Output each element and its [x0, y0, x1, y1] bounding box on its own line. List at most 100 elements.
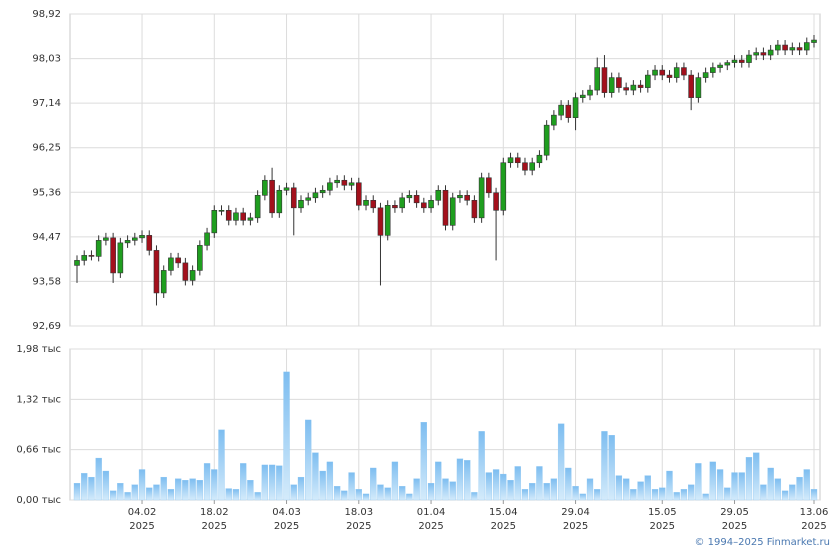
- candle-body: [717, 64, 723, 68]
- candle-body: [645, 74, 651, 88]
- volume-bar: [305, 419, 312, 501]
- candle-body: [500, 162, 507, 211]
- candle-body: [363, 199, 369, 206]
- candle-body: [312, 192, 319, 199]
- candle-body: [760, 52, 767, 56]
- candle-body: [341, 179, 348, 186]
- volume-bar: [283, 371, 290, 501]
- x-tick-label: 2025: [491, 521, 516, 532]
- volume-bar: [796, 476, 803, 501]
- volume-bar: [297, 476, 305, 501]
- volume-bar: [781, 490, 789, 501]
- volume-bar: [651, 489, 659, 501]
- volume-bar: [543, 483, 550, 501]
- y-tick-label: 95,36: [32, 187, 61, 198]
- x-tick-label: 2025: [346, 521, 371, 532]
- candle-body: [775, 44, 781, 51]
- candle-body: [449, 197, 456, 226]
- volume-bar: [550, 478, 558, 501]
- volume-bar: [312, 452, 319, 501]
- x-tick-label: 18.02: [200, 507, 229, 518]
- candle-body: [630, 84, 637, 91]
- candle-body: [507, 157, 514, 164]
- candle-body: [204, 232, 210, 246]
- candle-body: [355, 182, 362, 206]
- candle-body: [276, 189, 283, 214]
- candle-body: [587, 89, 593, 96]
- volume-bar: [565, 467, 572, 501]
- candle-body: [139, 235, 145, 239]
- volume-bar: [420, 422, 427, 501]
- volume-bar: [464, 460, 471, 501]
- candle-body: [572, 97, 579, 118]
- x-tick-label: 2025: [722, 521, 747, 532]
- candle-body: [74, 260, 80, 266]
- volume-bar: [167, 489, 175, 501]
- volume-bar: [731, 472, 738, 501]
- volume-bar: [73, 483, 81, 501]
- x-tick-label: 2025: [202, 521, 227, 532]
- candle-body: [319, 189, 326, 194]
- candle-body: [197, 245, 203, 271]
- volume-bar: [81, 473, 88, 501]
- candle-body: [182, 262, 189, 281]
- y2-tick-label: 0,00 тыс: [16, 495, 61, 506]
- volume-bar: [536, 466, 543, 501]
- candle-body: [565, 104, 572, 118]
- candle-body: [724, 62, 731, 66]
- volume-bar: [442, 478, 449, 501]
- volume-bar: [594, 489, 601, 501]
- volume-bar: [608, 435, 615, 501]
- candle-body: [160, 270, 167, 294]
- volume-bar: [261, 464, 269, 501]
- volume-bar: [745, 457, 753, 501]
- volume-bar: [88, 476, 95, 501]
- volume-bar: [427, 483, 435, 501]
- y-tick-label: 93,58: [32, 276, 61, 287]
- candle-body: [247, 217, 254, 221]
- candle-body: [471, 199, 478, 219]
- candle-body: [514, 157, 521, 164]
- volume-bar: [348, 472, 355, 501]
- candle-body: [731, 59, 738, 63]
- volume-bar: [666, 470, 673, 501]
- x-tick-label: 2025: [129, 521, 154, 532]
- candle-body: [803, 42, 810, 51]
- candle-body: [782, 44, 788, 51]
- candle-body: [623, 87, 629, 91]
- volume-bar: [109, 490, 117, 501]
- volume-bar: [384, 487, 391, 501]
- volume-bar: [637, 481, 644, 501]
- candle-body: [305, 197, 312, 201]
- volume-bar: [117, 483, 124, 501]
- volume-bar: [413, 478, 420, 501]
- volume-bar: [644, 475, 651, 501]
- volume-bar: [774, 478, 782, 501]
- volume-bar: [124, 492, 131, 501]
- volume-bar: [760, 484, 767, 501]
- candle-body: [673, 67, 680, 78]
- volume-bar: [406, 493, 413, 501]
- volume-bar: [586, 478, 594, 501]
- candle-body: [738, 59, 745, 63]
- volume-bar: [138, 469, 146, 501]
- volume-bar: [247, 480, 254, 501]
- candle-body: [652, 69, 658, 76]
- volume-bar: [471, 492, 478, 501]
- x-tick-label: 2025: [563, 521, 588, 532]
- volume-bar: [370, 467, 377, 501]
- candle-body: [240, 212, 246, 221]
- candle-body: [746, 54, 752, 63]
- footer: © 1994–2025 Finmarket.ru: [694, 537, 830, 548]
- y2-tick-label: 0,66 тыс: [16, 445, 61, 456]
- volume-bar: [789, 484, 796, 501]
- candle-body: [283, 187, 290, 191]
- candle-body: [478, 177, 485, 219]
- candle-body: [233, 212, 239, 221]
- volume-bar: [557, 423, 565, 501]
- volume-bar: [102, 470, 110, 501]
- candle-body: [702, 72, 709, 78]
- x-tick-label: 04.03: [272, 507, 301, 518]
- volume-bar: [268, 464, 276, 501]
- candle-body: [551, 114, 557, 126]
